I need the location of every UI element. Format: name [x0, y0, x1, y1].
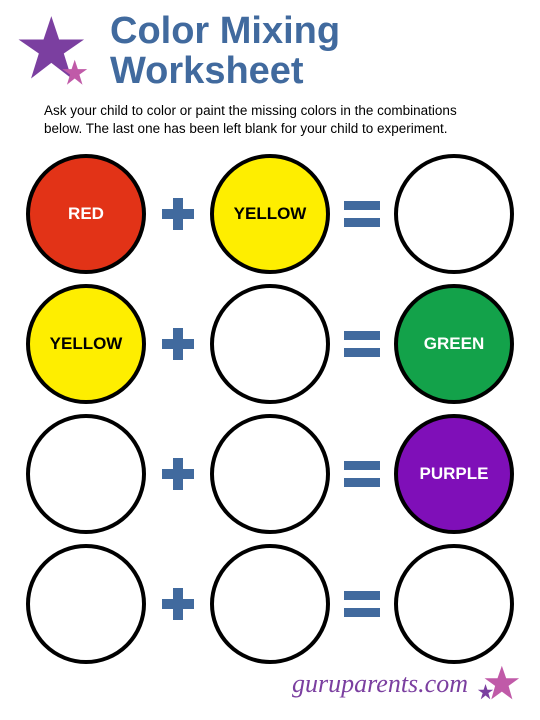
instructions-text: Ask your child to color or paint the mis…: [0, 98, 540, 146]
equals-icon: [342, 454, 382, 494]
plus-icon: [158, 194, 198, 234]
color-circle-a: RED: [26, 154, 146, 274]
color-circle-r: [394, 544, 514, 664]
color-circle-a: [26, 414, 146, 534]
plus-icon: [158, 584, 198, 624]
plus-icon: [158, 324, 198, 364]
color-circle-r: PURPLE: [394, 414, 514, 534]
mix-row: YELLOW GREEN: [24, 284, 516, 404]
equals-icon: [342, 584, 382, 624]
footer-star-icon: [474, 660, 522, 708]
color-circle-r: [394, 154, 514, 274]
star-logo-icon: [16, 13, 96, 91]
mix-row: RED YELLOW: [24, 154, 516, 274]
color-circle-b: YELLOW: [210, 154, 330, 274]
plus-icon: [158, 454, 198, 494]
mixing-rows: REDYELLOWYELLOWGREENPURPLE: [0, 146, 540, 664]
equals-icon: [342, 324, 382, 364]
title-line-2: Worksheet: [110, 50, 304, 92]
mix-row: PURPLE: [24, 414, 516, 534]
mix-row: [24, 544, 516, 664]
color-circle-b: [210, 414, 330, 534]
color-circle-b: [210, 284, 330, 404]
header: Color Mixing Worksheet: [0, 0, 540, 98]
color-circle-a: YELLOW: [26, 284, 146, 404]
footer-star-small: [478, 684, 493, 699]
title-line-1: Color Mixing: [110, 10, 340, 52]
equals-icon: [342, 194, 382, 234]
page-title: Color Mixing Worksheet: [110, 12, 340, 92]
color-circle-a: [26, 544, 146, 664]
footer: guruparents.com: [292, 660, 522, 708]
footer-brand-text: guruparents.com: [292, 669, 468, 699]
color-circle-r: GREEN: [394, 284, 514, 404]
footer-star-large: [485, 666, 520, 700]
color-circle-b: [210, 544, 330, 664]
